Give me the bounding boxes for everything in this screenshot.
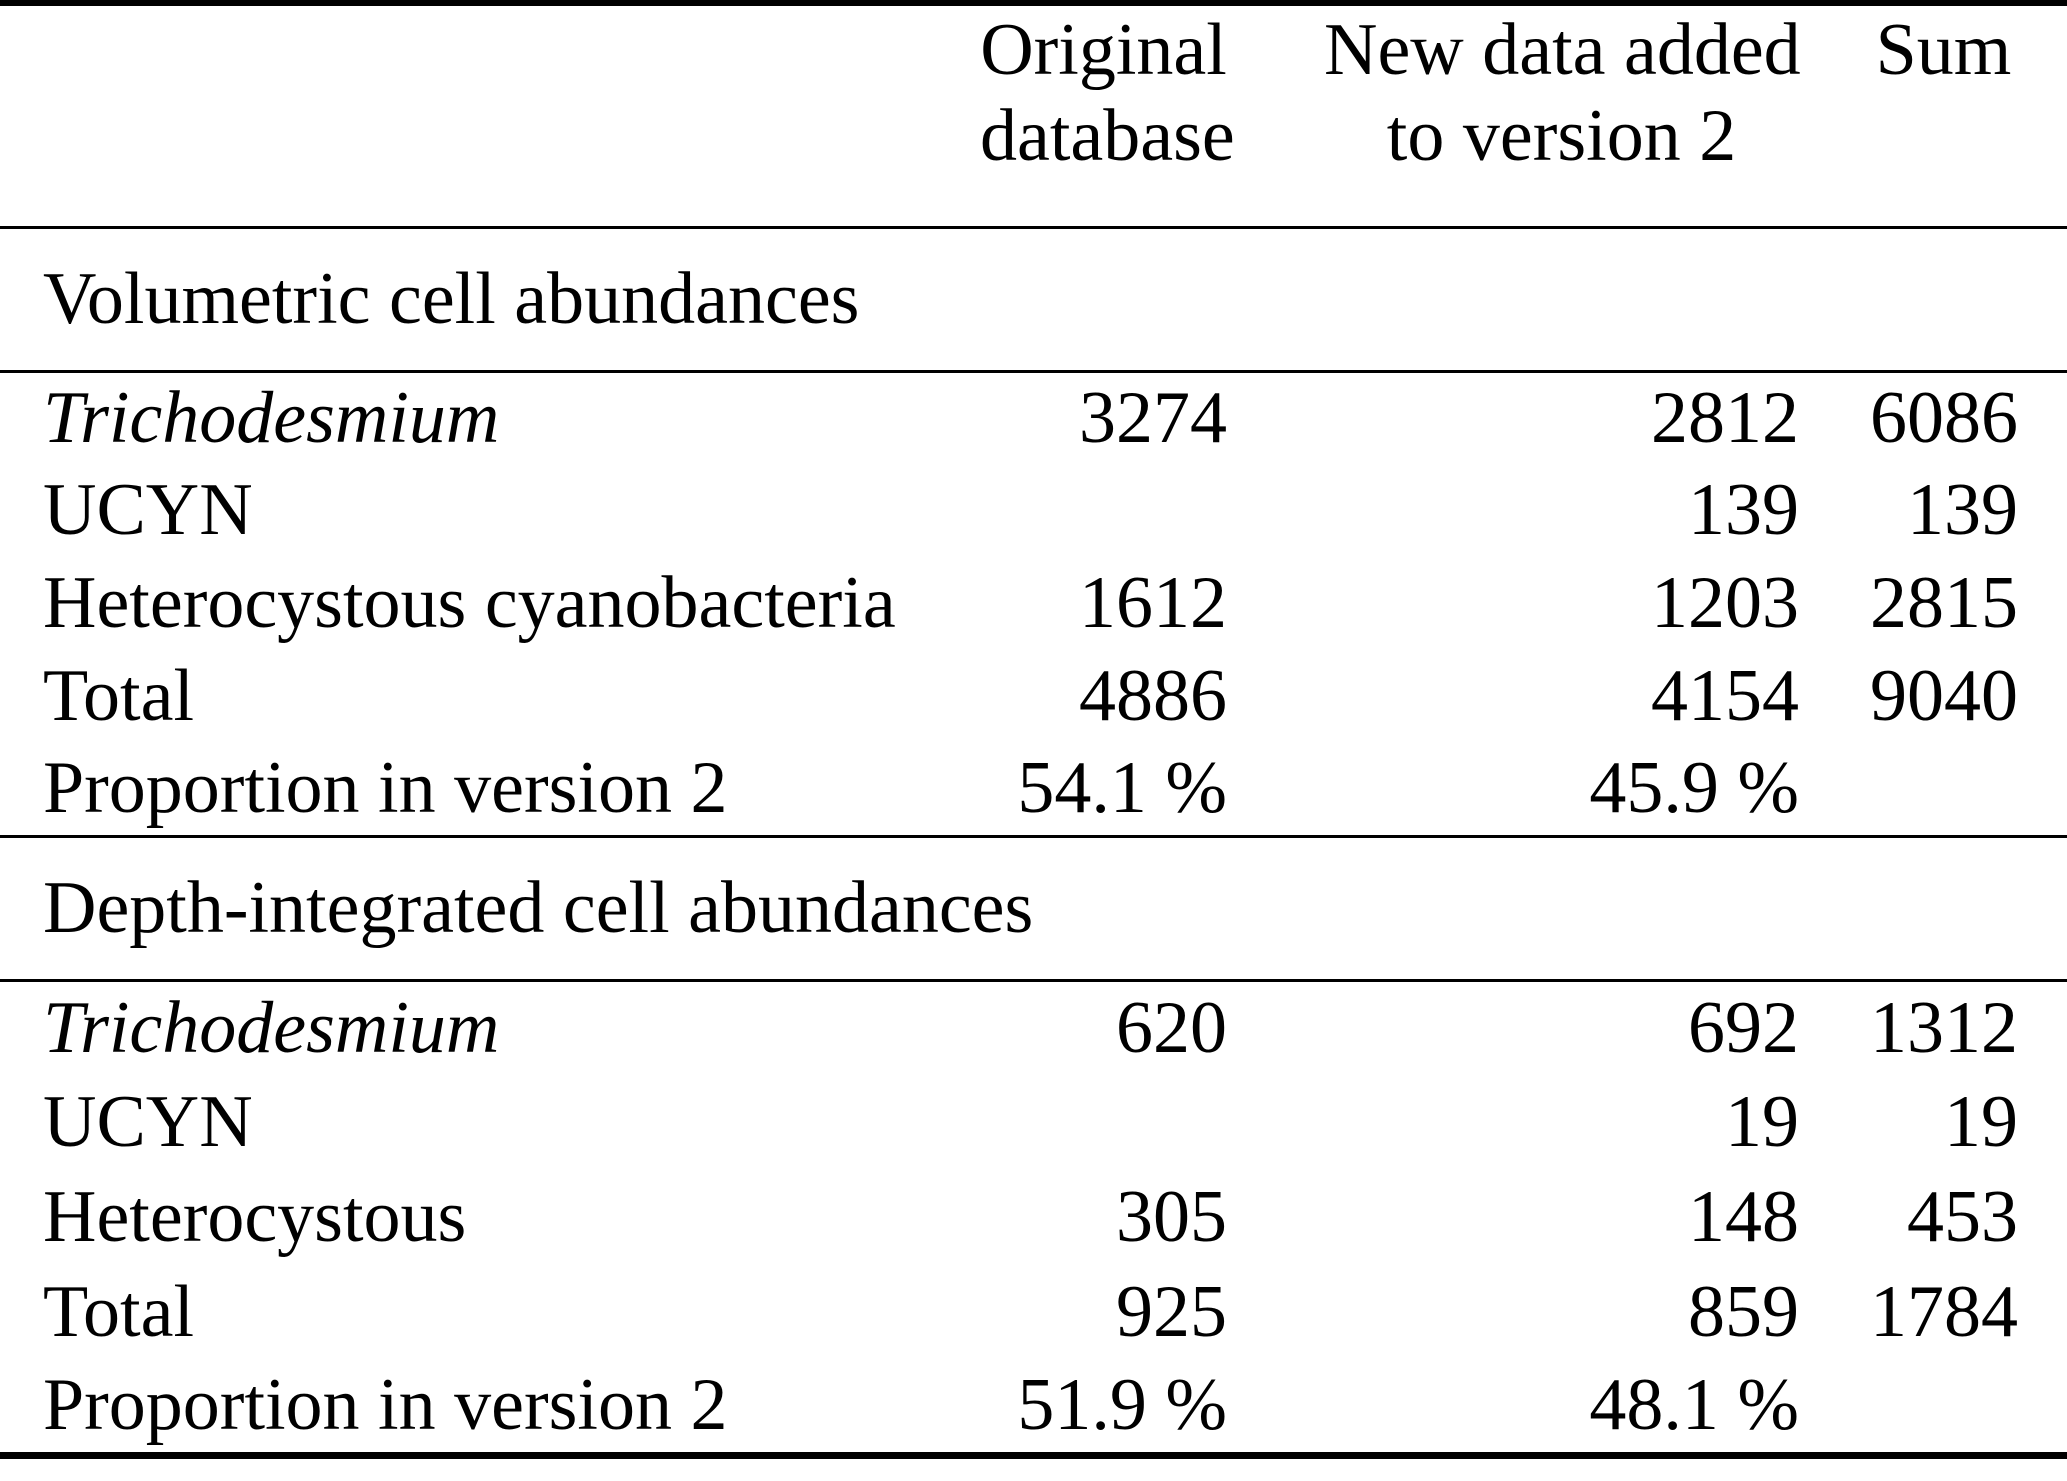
column-header-original-line1: Original xyxy=(980,9,1227,91)
cell-new-data: 48.1 % xyxy=(1589,1364,1799,1447)
table-row: Proportion in version 2 54.1 % 45.9 % xyxy=(0,743,2067,836)
cell-original: 3274 xyxy=(1079,376,1227,459)
header-row-label-column xyxy=(0,3,980,227)
cell-sum: 139 xyxy=(1907,469,2018,551)
row-label: UCYN xyxy=(43,469,253,551)
row-label: UCYN xyxy=(43,1081,253,1163)
section-title-volumetric: Volumetric cell abundances xyxy=(43,257,860,340)
cell-sum: 453 xyxy=(1907,1176,2018,1258)
table-row: Proportion in version 2 51.9 % 48.1 % xyxy=(0,1360,2067,1455)
cell-sum xyxy=(1799,743,2067,836)
cell-sum: 19 xyxy=(1944,1081,2018,1163)
cell-original: 305 xyxy=(1116,1176,1227,1258)
row-label: Total xyxy=(43,1271,194,1353)
cell-new-data: 4154 xyxy=(1651,655,1799,737)
table-row: Trichodesmium 3274 2812 6086 xyxy=(0,371,2067,464)
cell-sum: 9040 xyxy=(1870,655,2018,737)
cell-original xyxy=(980,1075,1227,1170)
table-row: UCYN 139 139 xyxy=(0,464,2067,557)
row-label: Proportion in version 2 xyxy=(43,1364,728,1447)
row-label: Proportion in version 2 xyxy=(43,747,728,830)
column-header-new-data-line2: to version 2 xyxy=(1386,94,1737,177)
cell-new-data: 148 xyxy=(1688,1176,1799,1258)
table-row: UCYN 19 19 xyxy=(0,1075,2067,1170)
row-label: Trichodesmium xyxy=(43,986,500,1069)
cell-new-data: 1203 xyxy=(1651,562,1799,644)
cell-new-data: 2812 xyxy=(1651,376,1799,459)
cell-original: 925 xyxy=(1116,1271,1227,1353)
table-row: Heterocystous 305 148 453 xyxy=(0,1170,2067,1265)
section-title-row: Volumetric cell abundances xyxy=(0,227,2067,371)
cell-original: 51.9 % xyxy=(1017,1364,1227,1447)
cell-original: 620 xyxy=(1116,986,1227,1069)
column-header-original-line2: database xyxy=(980,94,1235,177)
table-row: Heterocystous cyanobacteria 1612 1203 28… xyxy=(0,557,2067,650)
row-label: Heterocystous xyxy=(43,1176,467,1258)
column-header-sum: Sum xyxy=(1875,9,2012,91)
cell-sum: 2815 xyxy=(1870,562,2018,644)
table-row: Total 925 859 1784 xyxy=(0,1265,2067,1360)
table-row: Trichodesmium 620 692 1312 xyxy=(0,980,2067,1075)
row-label: Trichodesmium xyxy=(43,376,500,459)
column-header-new-data: New data added to version 2 xyxy=(1227,3,1801,227)
cell-sum: 1312 xyxy=(1870,986,2018,1069)
cell-new-data: 692 xyxy=(1688,986,1799,1069)
section-title-row: Depth-integrated cell abundances xyxy=(0,836,2067,980)
column-header-original-database: Original database xyxy=(980,3,1235,227)
cell-original: 1612 xyxy=(1079,562,1227,644)
table-header-row: Original database New data added to vers… xyxy=(0,3,2067,227)
table-row: Total 4886 4154 9040 xyxy=(0,650,2067,743)
cell-sum: 6086 xyxy=(1870,376,2018,459)
cell-original: 4886 xyxy=(1079,655,1227,737)
column-header-new-data-line1: New data added xyxy=(1324,9,1801,91)
cell-original xyxy=(980,464,1227,557)
row-label: Total xyxy=(43,655,194,737)
cell-new-data: 19 xyxy=(1725,1081,1799,1163)
cell-sum xyxy=(1799,1360,2067,1455)
cell-sum: 1784 xyxy=(1870,1271,2018,1353)
cell-new-data: 139 xyxy=(1688,469,1799,551)
cell-new-data: 45.9 % xyxy=(1589,747,1799,830)
cell-original: 54.1 % xyxy=(1017,747,1227,830)
row-label: Heterocystous cyanobacteria xyxy=(43,562,896,644)
section-title-depth-integrated: Depth-integrated cell abundances xyxy=(43,866,1034,949)
cell-new-data: 859 xyxy=(1688,1271,1799,1353)
